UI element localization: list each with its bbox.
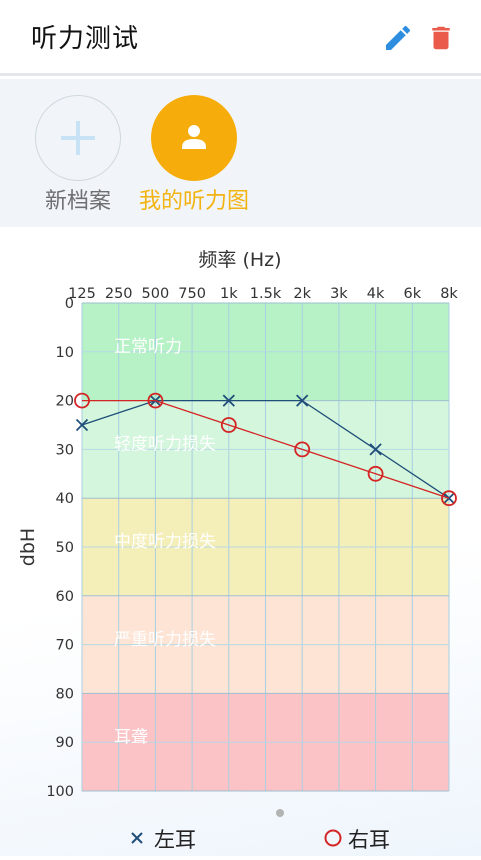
y-tick-label: 30: [56, 442, 74, 458]
app-header: 听力测试: [0, 0, 481, 76]
x-tick-label: 1k: [220, 286, 238, 302]
series-line-left-ear: [81, 399, 450, 499]
right-ear-point: [294, 441, 311, 458]
left-ear-point: [75, 418, 89, 432]
page-indicator-dot: [276, 809, 284, 817]
legend: 左耳 右耳: [131, 828, 390, 852]
my-audiogram-button[interactable]: 我的听力图: [139, 95, 249, 215]
trash-icon: [432, 26, 450, 50]
y-tick-label: 0: [65, 296, 74, 312]
y-tick-label: 20: [56, 394, 74, 410]
left-ear-point: [296, 394, 309, 407]
x-tick-label: 8k: [440, 286, 458, 302]
page-title: 听力测试: [31, 24, 140, 54]
new-profile-circle[interactable]: [35, 95, 121, 181]
my-audiogram-label: 我的听力图: [139, 189, 250, 214]
my-audiogram-circle[interactable]: [151, 95, 237, 181]
x-tick-label: 1.5k: [250, 286, 282, 302]
right-ear-point: [441, 490, 457, 507]
right-ear-point: [74, 392, 90, 409]
legend-left-ear-label: 左耳: [154, 828, 196, 852]
y-tick-label: 10: [56, 345, 74, 361]
y-tick-label: 100: [46, 784, 74, 800]
edit-button[interactable]: [382, 22, 414, 54]
chart-area: 正常听力 轻度听力损失 中度听力损失 严重听力损失 耳聋 125 250 500 750 1k 1…: [0, 227, 481, 856]
y-tick-label: 40: [56, 491, 74, 507]
new-profile-label: 新档案: [44, 189, 111, 214]
delete-button[interactable]: [426, 22, 456, 54]
x-tick-label: 3k: [330, 286, 348, 302]
band-label: 中度听力损失: [114, 532, 216, 552]
legend-right-ear-label: 右耳: [348, 828, 390, 852]
x-tick-label: 250: [105, 286, 133, 302]
band-label: 轻度听力损失: [114, 435, 216, 455]
profile-strip: 新档案 我的听力图: [0, 79, 481, 227]
x-tick-label: 6k: [403, 286, 421, 302]
x-tick-label: 750: [178, 286, 206, 302]
chart-title: 频率 (Hz): [198, 249, 281, 271]
band-label: 严重听力损失: [114, 630, 216, 650]
legend-left-ear: 左耳: [131, 828, 196, 852]
y-tick-label: 60: [56, 589, 74, 605]
y-axis-label: dbH: [17, 528, 39, 566]
band-label: 正常听力: [114, 337, 182, 357]
left-ear-point: [222, 394, 235, 407]
right-ear-point: [147, 392, 164, 409]
x-tick-label: 2k: [293, 286, 311, 302]
y-tick-label: 90: [56, 735, 74, 751]
right-ear-point: [367, 465, 384, 482]
plus-icon: [60, 120, 95, 155]
left-ear-point: [369, 443, 382, 456]
pencil-icon: [386, 25, 411, 50]
x-tick-label: 4k: [367, 286, 385, 302]
legend-right-ear: 右耳: [324, 828, 390, 852]
y-tick-label: 70: [56, 638, 74, 654]
new-profile-button[interactable]: 新档案: [23, 95, 133, 215]
right-ear-point: [220, 417, 237, 433]
person-icon: [182, 125, 206, 149]
x-tick-label: 125: [68, 286, 96, 302]
series-line-right-ear: [82, 399, 450, 499]
x-tick-label: 500: [142, 286, 170, 302]
y-tick-label: 50: [56, 540, 74, 556]
y-tick-label: 80: [56, 686, 74, 702]
band-label: 耳聋: [114, 727, 148, 747]
